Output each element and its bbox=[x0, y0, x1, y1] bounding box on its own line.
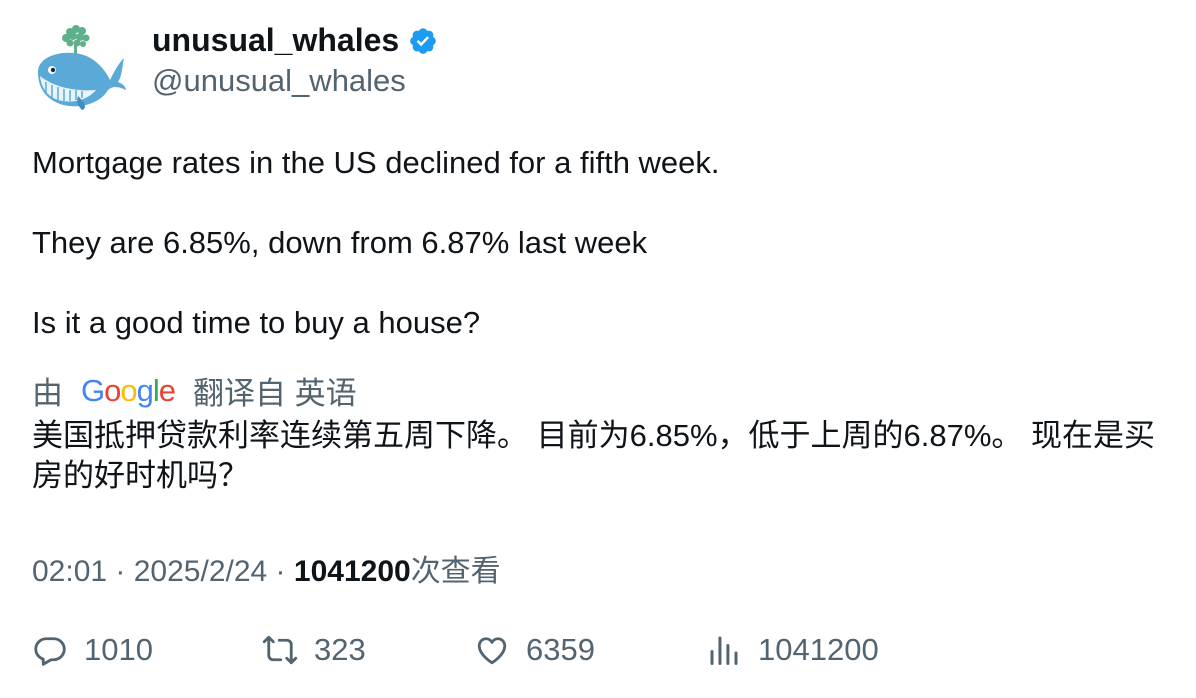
meta-separator: · bbox=[107, 555, 134, 588]
views-count: 1041200 bbox=[294, 555, 411, 588]
tweet-time[interactable]: 02:01 bbox=[32, 555, 107, 588]
tweet-line: Mortgage rates in the US declined for a … bbox=[32, 143, 720, 183]
analytics-icon bbox=[706, 632, 742, 668]
tweet-line: They are 6.85%, down from 6.87% last wee… bbox=[32, 223, 720, 263]
translation-prefix: 由 bbox=[32, 368, 63, 413]
author-display-name[interactable]: unusual_whales bbox=[152, 22, 399, 59]
google-logo: Google bbox=[81, 373, 175, 409]
translated-text: 美国抵押贷款利率连续第五周下降。 目前为6.85%，低于上周的6.87%。 现在… bbox=[32, 416, 1172, 496]
whale-avatar-icon bbox=[32, 24, 128, 114]
meta-separator: · bbox=[267, 555, 294, 588]
author-name-row[interactable]: unusual_whales bbox=[152, 22, 438, 59]
reply-count: 1010 bbox=[84, 632, 153, 668]
views-label: 次查看 bbox=[411, 555, 501, 588]
tweet-line: Is it a good time to buy a house? bbox=[32, 303, 720, 343]
verified-badge-icon bbox=[408, 26, 438, 56]
author-handle[interactable]: @unusual_whales bbox=[152, 63, 406, 99]
avatar[interactable] bbox=[32, 24, 128, 114]
retweet-icon bbox=[262, 632, 298, 668]
like-count: 6359 bbox=[526, 632, 595, 668]
tweet-date[interactable]: 2025/2/24 bbox=[134, 555, 267, 588]
like-button[interactable]: 6359 bbox=[474, 632, 595, 668]
action-bar: 1010 323 6359 1041200 bbox=[0, 632, 1196, 672]
tweet-meta: 02:01 · 2025/2/24 · 1041200次查看 bbox=[32, 546, 501, 590]
reply-icon bbox=[32, 632, 68, 668]
translation-suffix: 翻译自 英语 bbox=[193, 368, 357, 413]
reply-button[interactable]: 1010 bbox=[32, 632, 153, 668]
retweet-count: 323 bbox=[314, 632, 366, 668]
translation-attribution: 由 Google 翻译自 英语 bbox=[32, 368, 357, 413]
views-action-count: 1041200 bbox=[758, 632, 879, 668]
views-button[interactable]: 1041200 bbox=[706, 632, 879, 668]
heart-icon bbox=[474, 632, 510, 668]
tweet-text: Mortgage rates in the US declined for a … bbox=[32, 143, 720, 343]
retweet-button[interactable]: 323 bbox=[262, 632, 366, 668]
